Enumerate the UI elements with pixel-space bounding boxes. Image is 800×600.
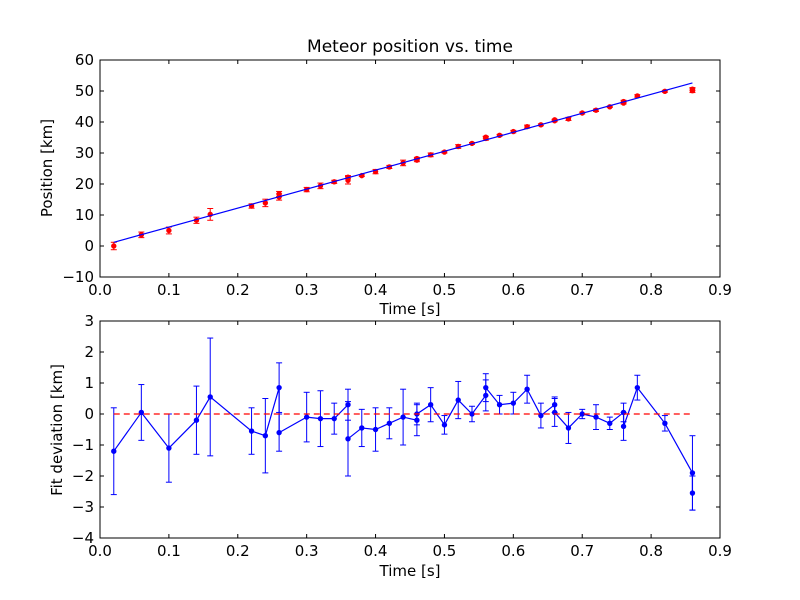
position-chart-title: Meteor position vs. time	[307, 37, 513, 57]
position-axes-frame	[99, 59, 721, 278]
y-tick-label: 3	[84, 312, 94, 330]
data-point	[207, 394, 213, 400]
data-point	[593, 414, 599, 420]
x-tick-label: 0.7	[570, 281, 594, 299]
data-point	[317, 415, 324, 422]
position-plot-area	[100, 60, 720, 277]
data-point	[689, 470, 696, 476]
y-tick-label: 40	[75, 113, 94, 131]
x-tick-label: 0.4	[364, 542, 388, 560]
x-tick-label: 0.1	[157, 542, 181, 560]
y-tick-label: 30	[75, 144, 94, 162]
data-point	[538, 412, 544, 419]
data-point	[386, 420, 393, 426]
position-ticks: 0.0 0.1 0.2 0.3 0.4 0.5 0.6 0.7 0.8 0.9 −10 0 10 20 30…	[62, 51, 732, 299]
deviation-y-axis-label: Fit deviation [km]	[48, 364, 66, 496]
y-tick-label: 0	[84, 405, 94, 423]
y-tick-label: 0	[84, 237, 94, 255]
data-point	[166, 227, 172, 234]
y-tick-label: 2	[84, 343, 94, 361]
data-point	[620, 423, 627, 430]
position-x-axis-label: Time [s]	[379, 300, 441, 318]
data-point	[469, 411, 475, 417]
x-tick-label: 0.8	[639, 281, 663, 299]
data-point	[662, 420, 668, 426]
data-point	[331, 415, 337, 422]
data-point	[496, 402, 503, 408]
data-point	[427, 402, 434, 408]
data-point	[483, 384, 489, 391]
data-point	[689, 490, 696, 496]
x-tick-label: 0.5	[433, 542, 457, 560]
position-marks	[110, 82, 696, 251]
data-point	[138, 409, 145, 416]
deviation-x-axis-label: Time [s]	[379, 562, 441, 580]
x-tick-label: 0.2	[226, 281, 250, 299]
data-point	[483, 134, 489, 140]
x-tick-label: 0.6	[501, 542, 525, 560]
data-point	[359, 425, 365, 431]
y-tick-label: −1	[72, 436, 94, 454]
x-tick-label: 0.9	[708, 281, 732, 299]
data-point	[166, 445, 172, 451]
data-point	[565, 425, 572, 431]
data-point	[579, 411, 585, 417]
data-point	[510, 400, 517, 406]
data-point	[689, 86, 696, 92]
y-tick-label: −2	[72, 467, 94, 485]
deviation-plot-area	[100, 321, 720, 538]
deviation-axes-frame	[99, 320, 721, 539]
y-tick-label: 1	[84, 374, 94, 392]
x-tick-label: 0.4	[364, 281, 388, 299]
x-tick-label: 0.7	[570, 542, 594, 560]
data-point	[455, 397, 461, 403]
data-point	[111, 448, 117, 454]
data-point	[607, 420, 613, 426]
data-point	[372, 426, 379, 433]
x-tick-label: 0.3	[295, 281, 319, 299]
data-point	[634, 384, 641, 391]
data-point	[524, 386, 530, 392]
y-tick-label: 50	[75, 82, 94, 100]
position-y-axis-label: Position [km]	[38, 119, 56, 217]
y-tick-label: 60	[75, 51, 94, 69]
deviation-ticks: 0.0 0.1 0.2 0.3 0.4 0.5 0.6 0.7 0.8 0.9 −4 −3 −2 −1 0 1…	[72, 312, 732, 560]
x-tick-label: 0.3	[295, 542, 319, 560]
x-tick-label: 0.0	[88, 542, 112, 560]
y-tick-label: 10	[75, 206, 94, 224]
data-point	[303, 414, 310, 420]
data-point	[276, 429, 282, 436]
data-point	[193, 417, 200, 423]
x-tick-label: 0.8	[639, 542, 663, 560]
position-chart: 0.0 0.1 0.2 0.3 0.4 0.5 0.6 0.7 0.8 0.9 −10 0 10 20 30…	[38, 37, 732, 318]
y-tick-label: −10	[62, 268, 94, 286]
x-tick-label: 0.6	[501, 281, 525, 299]
data-point	[345, 436, 351, 442]
x-tick-label: 0.5	[433, 281, 457, 299]
y-tick-label: −4	[72, 529, 94, 547]
data-point	[441, 422, 448, 428]
fit-line	[113, 82, 693, 243]
data-point	[111, 243, 117, 249]
y-tick-label: 20	[75, 175, 94, 193]
data-point	[276, 191, 282, 197]
y-tick-label: −3	[72, 498, 94, 516]
deviation-chart: 0.0 0.1 0.2 0.3 0.4 0.5 0.6 0.7 0.8 0.9 −4 −3 −2 −1 0 1…	[48, 312, 732, 580]
x-tick-label: 0.9	[708, 542, 732, 560]
data-point	[248, 428, 255, 434]
data-point	[262, 433, 269, 439]
data-point	[400, 414, 406, 420]
data-point	[276, 384, 282, 391]
x-tick-label: 0.2	[226, 542, 250, 560]
x-tick-label: 0.0	[88, 281, 112, 299]
deviation-marks	[110, 337, 696, 511]
x-tick-label: 0.1	[157, 281, 181, 299]
